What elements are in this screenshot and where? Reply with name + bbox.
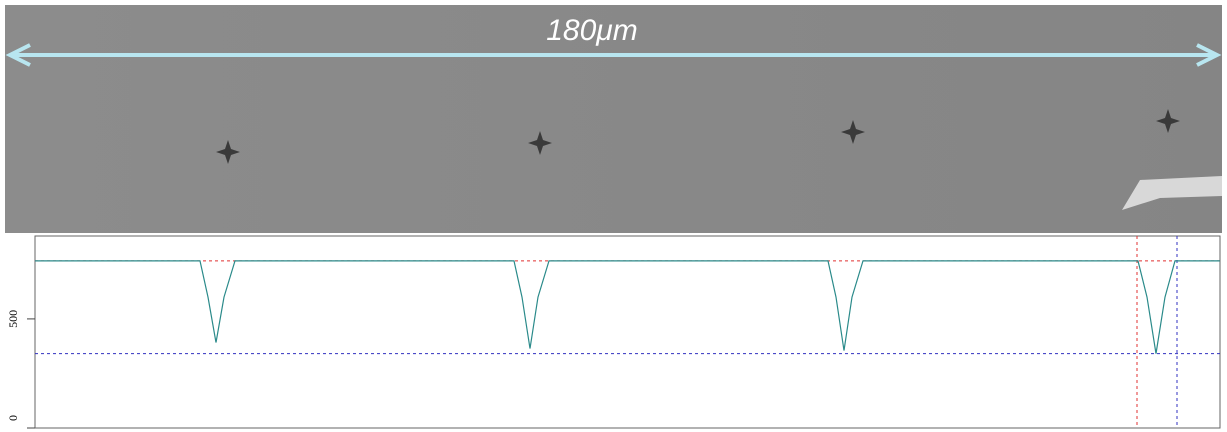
scale-bar-label: 180μm [546,14,637,47]
profile-chart [35,236,1220,428]
y-tick-label: 0 [6,415,20,421]
micrograph: 180μm [5,5,1222,233]
page: 180μm 0 500 [0,0,1227,432]
plot-frame [35,236,1220,428]
y-tick-label: 500 [6,310,20,328]
